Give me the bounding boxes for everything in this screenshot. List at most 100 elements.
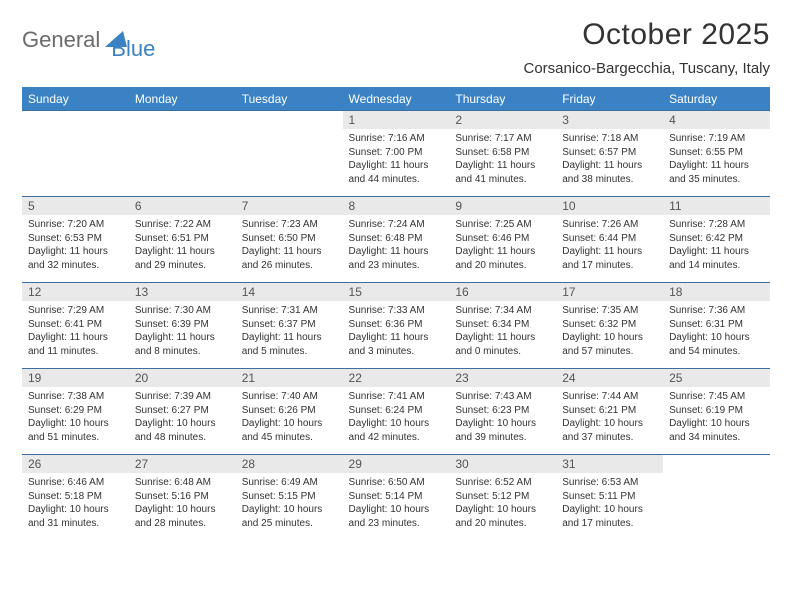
day-number: 22	[343, 369, 450, 387]
calendar-day-cell: 27Sunrise: 6:48 AMSunset: 5:16 PMDayligh…	[129, 455, 236, 541]
day-number: 1	[343, 111, 450, 129]
calendar-day-cell: 17Sunrise: 7:35 AMSunset: 6:32 PMDayligh…	[556, 283, 663, 369]
weekday-header-row: Sunday Monday Tuesday Wednesday Thursday…	[22, 88, 770, 111]
sunrise-line: Sunrise: 6:53 AM	[562, 476, 657, 490]
sunset-line: Sunset: 6:26 PM	[242, 404, 337, 418]
sunset-line: Sunset: 6:50 PM	[242, 232, 337, 246]
sunset-line: Sunset: 6:57 PM	[562, 146, 657, 160]
calendar-day-cell: 11Sunrise: 7:28 AMSunset: 6:42 PMDayligh…	[663, 197, 770, 283]
daylight-line: Daylight: 10 hours and 54 minutes.	[669, 331, 764, 358]
day-details: Sunrise: 7:40 AMSunset: 6:26 PMDaylight:…	[236, 387, 343, 448]
day-details: Sunrise: 7:34 AMSunset: 6:34 PMDaylight:…	[449, 301, 556, 362]
day-number: 20	[129, 369, 236, 387]
daylight-line: Daylight: 11 hours and 44 minutes.	[349, 159, 444, 186]
day-number: 9	[449, 197, 556, 215]
day-number: 5	[22, 197, 129, 215]
sunset-line: Sunset: 7:00 PM	[349, 146, 444, 160]
day-details: Sunrise: 7:17 AMSunset: 6:58 PMDaylight:…	[449, 129, 556, 190]
title-block: October 2025 Corsanico-Bargecchia, Tusca…	[524, 18, 771, 77]
sunrise-line: Sunrise: 7:36 AM	[669, 304, 764, 318]
calendar-day-cell: 2Sunrise: 7:17 AMSunset: 6:58 PMDaylight…	[449, 111, 556, 197]
day-number: 12	[22, 283, 129, 301]
calendar-day-cell: 1Sunrise: 7:16 AMSunset: 7:00 PMDaylight…	[343, 111, 450, 197]
daylight-line: Daylight: 10 hours and 28 minutes.	[135, 503, 230, 530]
calendar-day-cell	[22, 111, 129, 197]
day-details: Sunrise: 6:52 AMSunset: 5:12 PMDaylight:…	[449, 473, 556, 534]
sunrise-line: Sunrise: 7:17 AM	[455, 132, 550, 146]
day-number: 31	[556, 455, 663, 473]
daylight-line: Daylight: 10 hours and 31 minutes.	[28, 503, 123, 530]
calendar-day-cell: 22Sunrise: 7:41 AMSunset: 6:24 PMDayligh…	[343, 369, 450, 455]
day-number: 4	[663, 111, 770, 129]
sunset-line: Sunset: 6:51 PM	[135, 232, 230, 246]
sunset-line: Sunset: 6:37 PM	[242, 318, 337, 332]
day-number: 24	[556, 369, 663, 387]
sunrise-line: Sunrise: 7:30 AM	[135, 304, 230, 318]
day-details: Sunrise: 7:22 AMSunset: 6:51 PMDaylight:…	[129, 215, 236, 276]
sunset-line: Sunset: 6:42 PM	[669, 232, 764, 246]
sunrise-line: Sunrise: 7:28 AM	[669, 218, 764, 232]
day-number: 21	[236, 369, 343, 387]
day-details: Sunrise: 7:41 AMSunset: 6:24 PMDaylight:…	[343, 387, 450, 448]
sunrise-line: Sunrise: 7:44 AM	[562, 390, 657, 404]
location-subtitle: Corsanico-Bargecchia, Tuscany, Italy	[524, 60, 771, 77]
daylight-line: Daylight: 11 hours and 35 minutes.	[669, 159, 764, 186]
calendar-day-cell: 24Sunrise: 7:44 AMSunset: 6:21 PMDayligh…	[556, 369, 663, 455]
sunset-line: Sunset: 6:23 PM	[455, 404, 550, 418]
calendar-day-cell: 3Sunrise: 7:18 AMSunset: 6:57 PMDaylight…	[556, 111, 663, 197]
weekday-header: Sunday	[22, 88, 129, 111]
daylight-line: Daylight: 10 hours and 42 minutes.	[349, 417, 444, 444]
daylight-line: Daylight: 11 hours and 41 minutes.	[455, 159, 550, 186]
day-number: 3	[556, 111, 663, 129]
calendar-day-cell: 4 Sunrise: 7:19 AMSunset: 6:55 PMDaylight…	[663, 111, 770, 197]
sunrise-line: Sunrise: 7:45 AM	[669, 390, 764, 404]
calendar-day-cell: 10Sunrise: 7:26 AMSunset: 6:44 PMDayligh…	[556, 197, 663, 283]
calendar-day-cell: 29Sunrise: 6:50 AMSunset: 5:14 PMDayligh…	[343, 455, 450, 541]
daylight-line: Daylight: 10 hours and 20 minutes.	[455, 503, 550, 530]
day-number: 23	[449, 369, 556, 387]
sunset-line: Sunset: 6:55 PM	[669, 146, 764, 160]
daylight-line: Daylight: 11 hours and 29 minutes.	[135, 245, 230, 272]
calendar-day-cell: 25Sunrise: 7:45 AMSunset: 6:19 PMDayligh…	[663, 369, 770, 455]
day-number: 27	[129, 455, 236, 473]
sunrise-line: Sunrise: 7:39 AM	[135, 390, 230, 404]
sunset-line: Sunset: 6:31 PM	[669, 318, 764, 332]
daylight-line: Daylight: 10 hours and 48 minutes.	[135, 417, 230, 444]
day-details: Sunrise: 7:16 AMSunset: 7:00 PMDaylight:…	[343, 129, 450, 190]
calendar-day-cell: 5Sunrise: 7:20 AMSunset: 6:53 PMDaylight…	[22, 197, 129, 283]
sunrise-line: Sunrise: 7:40 AM	[242, 390, 337, 404]
calendar-day-cell: 14Sunrise: 7:31 AMSunset: 6:37 PMDayligh…	[236, 283, 343, 369]
sunrise-line: Sunrise: 7:35 AM	[562, 304, 657, 318]
calendar-day-cell: 9Sunrise: 7:25 AMSunset: 6:46 PMDaylight…	[449, 197, 556, 283]
sunset-line: Sunset: 5:11 PM	[562, 490, 657, 504]
calendar-day-cell	[663, 455, 770, 541]
daylight-line: Daylight: 10 hours and 23 minutes.	[349, 503, 444, 530]
day-number: 17	[556, 283, 663, 301]
day-number: 8	[343, 197, 450, 215]
day-details: Sunrise: 7:35 AMSunset: 6:32 PMDaylight:…	[556, 301, 663, 362]
sunset-line: Sunset: 6:46 PM	[455, 232, 550, 246]
day-details: Sunrise: 7:31 AMSunset: 6:37 PMDaylight:…	[236, 301, 343, 362]
sunrise-line: Sunrise: 7:41 AM	[349, 390, 444, 404]
sunrise-line: Sunrise: 6:52 AM	[455, 476, 550, 490]
day-details: Sunrise: 7:25 AMSunset: 6:46 PMDaylight:…	[449, 215, 556, 276]
daylight-line: Daylight: 11 hours and 5 minutes.	[242, 331, 337, 358]
sunrise-line: Sunrise: 7:33 AM	[349, 304, 444, 318]
daylight-line: Daylight: 10 hours and 17 minutes.	[562, 503, 657, 530]
sunrise-line: Sunrise: 7:24 AM	[349, 218, 444, 232]
sunrise-line: Sunrise: 7:19 AM	[669, 132, 764, 146]
calendar-week-row: 1Sunrise: 7:16 AMSunset: 7:00 PMDaylight…	[22, 111, 770, 197]
sunset-line: Sunset: 6:24 PM	[349, 404, 444, 418]
sunset-line: Sunset: 6:19 PM	[669, 404, 764, 418]
day-details: Sunrise: 6:49 AMSunset: 5:15 PMDaylight:…	[236, 473, 343, 534]
sunset-line: Sunset: 5:16 PM	[135, 490, 230, 504]
sunset-line: Sunset: 6:53 PM	[28, 232, 123, 246]
day-details: Sunrise: 6:48 AMSunset: 5:16 PMDaylight:…	[129, 473, 236, 534]
sunset-line: Sunset: 6:32 PM	[562, 318, 657, 332]
day-details: Sunrise: 7:45 AMSunset: 6:19 PMDaylight:…	[663, 387, 770, 448]
calendar-day-cell: 26Sunrise: 6:46 AMSunset: 5:18 PMDayligh…	[22, 455, 129, 541]
calendar-day-cell: 19Sunrise: 7:38 AMSunset: 6:29 PMDayligh…	[22, 369, 129, 455]
page-header: General Blue October 2025 Corsanico-Barg…	[22, 18, 770, 77]
weekday-header: Tuesday	[236, 88, 343, 111]
logo-word-1: General	[22, 27, 100, 53]
